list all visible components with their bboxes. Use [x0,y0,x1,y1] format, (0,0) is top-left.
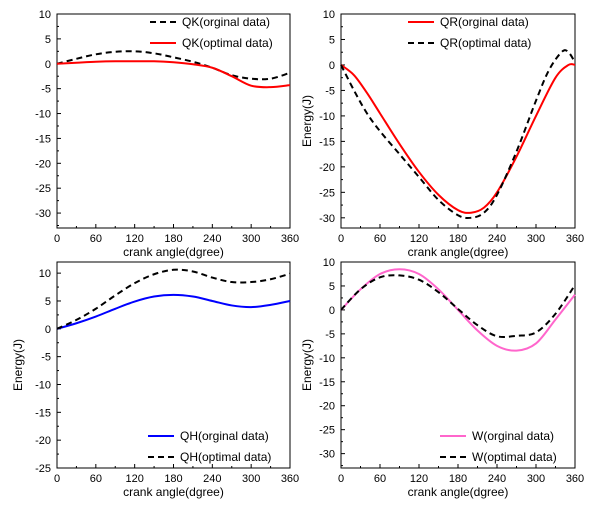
y-tick-label: 0 [329,305,335,317]
y-tick-label: -30 [319,213,335,225]
x-tick-label: 300 [527,233,545,245]
x-tick-label: 240 [203,233,221,245]
series-line [340,49,576,220]
x-tick-label: 60 [374,233,386,245]
y-tick-label: 0 [329,60,335,72]
series-2 [340,49,576,220]
y-tick-label: 5 [45,34,51,46]
series-2 [56,60,291,89]
legend-label: QK(orginal data) [182,15,270,29]
y-axis-label: Energy(J) [11,339,25,391]
x-tick-label: 120 [410,233,428,245]
y-tick-label: -25 [35,183,51,195]
y-tick-label: 5 [329,34,335,46]
y-tick-label: 10 [39,9,51,21]
x-tick-label: 120 [125,473,143,485]
y-tick-label: -15 [319,136,335,148]
x-tick-label: 360 [566,233,584,245]
y-axis-label: Energy(J) [300,339,314,391]
y-tick-label: 10 [39,268,51,280]
x-tick-label: 240 [203,473,221,485]
x-tick-label: 0 [338,473,344,485]
y-tick-label: -20 [35,158,51,170]
x-axis-label: crank angle(dgree) [123,245,224,259]
legend-label: QH(optimal data) [180,450,271,464]
x-tick-label: 180 [164,233,182,245]
y-tick-label: -10 [35,379,51,391]
y-axis-label: Energy(J) [300,95,314,147]
y-tick-label: 0 [45,59,51,71]
x-tick-label: 120 [410,473,428,485]
x-tick-label: 240 [488,233,506,245]
y-tick-label: 10 [323,257,335,269]
series-1 [340,63,576,214]
y-tick-label: -10 [319,353,335,365]
y-tick-label: -20 [35,435,51,447]
y-tick-label: 5 [329,281,335,293]
legend-label: W(orginal data) [472,429,554,443]
y-tick-label: -15 [319,377,335,389]
y-tick-label: -20 [319,162,335,174]
x-tick-label: 180 [164,473,182,485]
x-tick-label: 120 [125,233,143,245]
y-tick-label: 0 [45,324,51,336]
legend-label: QR(orginal data) [440,15,529,29]
y-tick-label: -30 [319,449,335,461]
series-line [340,274,576,339]
series-1 [56,293,291,330]
y-tick-label: 10 [323,9,335,21]
series-1 [56,50,291,81]
chart-panel-3: 0 60 120 180 240 300 360 10 5 0 -5 -10 -15 -20 -25 cran… [11,261,299,499]
series-line [56,293,291,330]
x-tick-label: 300 [242,473,260,485]
x-tick-label: 360 [281,233,299,245]
series-2 [340,274,576,339]
legend-label: QR(optimal data) [440,36,531,50]
series-line [56,268,291,330]
y-tick-label: -5 [41,84,51,96]
series-2 [56,268,291,330]
y-tick-label: -5 [41,352,51,364]
x-axis-label: crank angle(dgree) [408,485,509,499]
y-tick-label: 5 [45,296,51,308]
x-tick-label: 300 [527,473,545,485]
legend-label: QH(orginal data) [180,429,269,443]
series-line [56,50,291,81]
chart-panel-4: 0 60 120 180 240 300 360 10 5 0 -5 -10 -15 -20 -25 -30 c… [300,257,584,499]
legend-label: W(optimal data) [472,450,557,464]
x-tick-label: 180 [449,233,467,245]
y-tick-label: -5 [325,85,335,97]
y-tick-label: -25 [319,425,335,437]
x-tick-label: 0 [54,233,60,245]
y-tick-label: -5 [325,329,335,341]
y-tick-label: -25 [35,463,51,475]
x-tick-label: 360 [281,473,299,485]
x-tick-label: 0 [338,233,344,245]
x-tick-label: 60 [374,473,386,485]
x-tick-label: 60 [90,473,102,485]
x-tick-label: 300 [242,233,260,245]
x-tick-label: 180 [449,473,467,485]
x-tick-label: 240 [488,473,506,485]
x-axis-label: crank angle(dgree) [123,485,224,499]
series-line [56,60,291,89]
legend-label: QK(optimal data) [182,36,273,50]
y-tick-label: -15 [35,407,51,419]
x-tick-label: 360 [566,473,584,485]
chart-panel-1: 0 60 120 180 240 300 360 10 5 0 -5 -10 -15 -20 -25 -30 c… [35,9,299,259]
series-line [340,63,576,214]
y-tick-label: -20 [319,401,335,413]
y-tick-label: -10 [35,109,51,121]
x-axis-label: crank angle(dgree) [408,245,509,259]
x-tick-label: 0 [54,473,60,485]
chart-panel-2: 0 60 120 180 240 300 360 10 5 0 -5 -10 -15 -20 -25 -30 c… [300,9,584,259]
y-tick-label: -25 [319,187,335,199]
y-tick-label: -15 [35,133,51,145]
y-tick-label: -10 [319,111,335,123]
y-tick-label: -30 [35,208,51,220]
x-tick-label: 60 [90,233,102,245]
